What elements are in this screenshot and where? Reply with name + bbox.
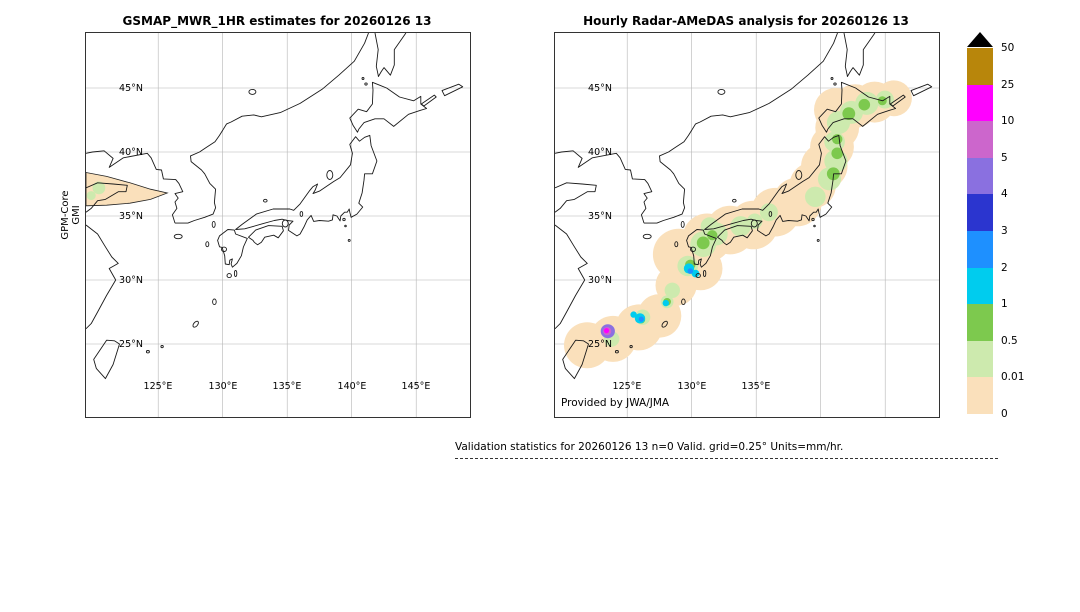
radar-precip-layer <box>564 80 912 369</box>
gsmap-panel-title: GSMAP_MWR_1HR estimates for 20260126 13 <box>122 14 432 28</box>
ylabel-line-1: GPM-Core <box>60 190 71 240</box>
ylabel-line-2: GMI <box>71 205 82 225</box>
precip-blob <box>662 299 669 307</box>
lon-tick-130e: 130°E <box>208 381 238 392</box>
lat-tick-45n: 45°N <box>119 82 143 94</box>
lat-tick-35n: 35°N <box>119 210 143 222</box>
validation-caption: Validation statistics for 20260126 13 n=… <box>455 441 998 459</box>
precip-blob <box>638 316 644 322</box>
precip-blob <box>730 216 751 237</box>
lon-tick-125e: 125°E <box>143 381 173 392</box>
lat-tick-30n: 30°N <box>588 274 612 286</box>
lat-tick-45n: 45°N <box>588 82 612 94</box>
precip-blob <box>759 203 778 222</box>
colorbar-tick-1: 1 <box>1001 298 1008 311</box>
colorbar-labels: 50 25 10 5 4 3 2 1 0.5 0.01 0 <box>1001 42 1041 420</box>
colorbar-segment-7 <box>967 304 993 341</box>
lat-tick-25n: 25°N <box>119 338 143 350</box>
lat-tick-25n: 25°N <box>588 338 612 350</box>
colorbar-segment-4 <box>967 194 993 231</box>
colorbar-tick-3: 3 <box>1001 225 1008 237</box>
lon-tick-135e: 135°E <box>741 381 771 392</box>
colorbar-segment-5 <box>967 230 993 268</box>
colorbar-segment-1 <box>967 84 993 122</box>
precip-blob <box>858 98 871 111</box>
colorbar-overflow-triangle <box>967 32 993 47</box>
colorbar-tick-5: 5 <box>1001 151 1008 164</box>
precip-blob <box>664 282 680 298</box>
colorbar-tick-10: 10 <box>1001 115 1015 128</box>
precip-blob <box>691 269 700 278</box>
colorbar-tick-25: 25 <box>1001 78 1015 91</box>
lon-tick-125e: 125°E <box>612 381 642 392</box>
colorbar-segment-2 <box>967 121 993 158</box>
precip-blob <box>696 236 710 250</box>
colorbar-tick-2: 2 <box>1001 261 1008 274</box>
lat-tick-30n: 30°N <box>119 274 143 286</box>
radar-panel-title: Hourly Radar-AMeDAS analysis for 2026012… <box>583 14 909 28</box>
radar-map-panel: 45°N 40°N 35°N 30°N 25°N 125°E 130°E 135… <box>554 32 940 418</box>
precip-blob <box>831 147 843 160</box>
lat-tick-40n: 40°N <box>588 146 612 158</box>
colorbar-segments <box>967 48 993 414</box>
precip-blob <box>687 268 694 274</box>
gsmap-sensor-ylabel: GPM-Core GMI <box>60 175 82 255</box>
data-credit: Provided by JWA/JMA <box>561 397 670 409</box>
lon-tick-145e: 145°E <box>401 381 431 392</box>
precip-blob <box>842 107 856 120</box>
lon-tick-135e: 135°E <box>272 381 302 392</box>
gsmap-map-panel: 45°N 40°N 35°N 30°N 25°N 125°E 130°E 135… <box>85 32 471 418</box>
precip-blob <box>630 311 637 318</box>
colorbar-segment-8 <box>967 340 993 378</box>
colorbar-segment-9 <box>967 377 993 414</box>
colorbar-tick-50: 50 <box>1001 42 1015 54</box>
radar-map-svg <box>555 33 939 417</box>
colorbar: 50 25 10 5 4 3 2 1 0.5 0.01 0 <box>967 32 1024 420</box>
lat-tick-35n: 35°N <box>588 210 612 222</box>
colorbar-segment-0 <box>967 48 993 85</box>
colorbar-tick-4: 4 <box>1001 188 1008 201</box>
precip-blob <box>86 191 96 201</box>
colorbar-segment-6 <box>967 267 993 305</box>
precip-blob <box>805 186 826 207</box>
colorbar-tick-0.5: 0.5 <box>1001 334 1018 347</box>
colorbar-segment-3 <box>967 157 993 195</box>
colorbar-tick-0.01: 0.01 <box>1001 371 1025 384</box>
lon-tick-140e: 140°E <box>337 381 367 392</box>
lon-tick-130e: 130°E <box>677 381 707 392</box>
precip-blob <box>92 181 106 195</box>
gsmap-map-svg <box>86 33 470 417</box>
colorbar-tick-0: 0 <box>1001 408 1008 420</box>
lat-tick-40n: 40°N <box>119 146 143 158</box>
precip-blob <box>603 328 610 334</box>
